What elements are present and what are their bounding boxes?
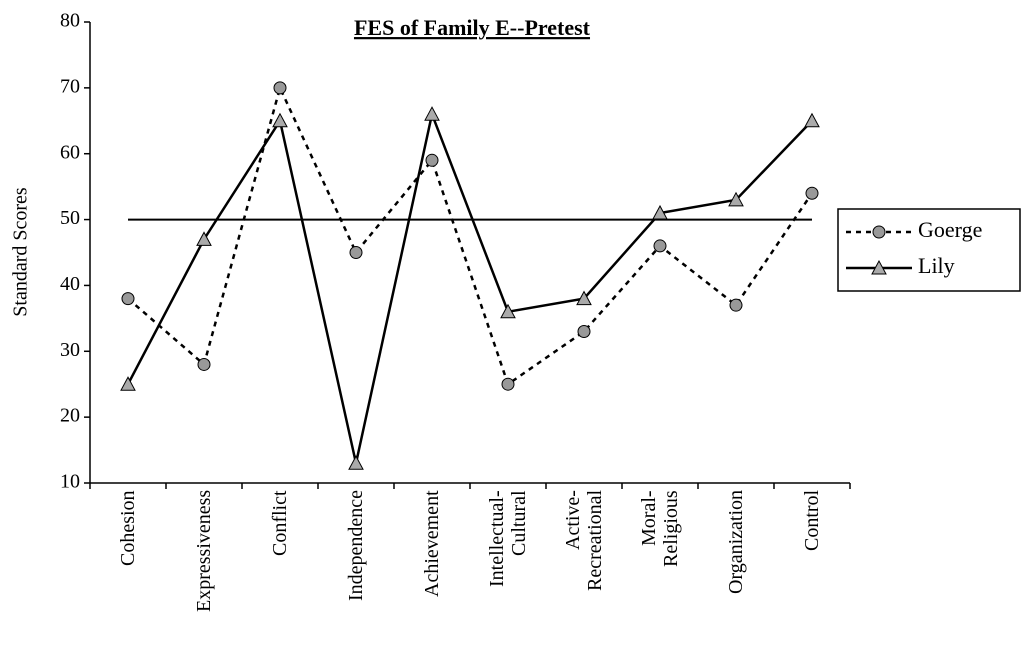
marker [273,81,287,95]
y-tick-label: 60 [60,141,80,163]
x-tick-label: Achievement [421,490,443,597]
x-tick-label: Active- Recreational [562,490,606,592]
legend-marker [872,225,886,239]
marker [425,153,439,167]
y-tick-label: 70 [60,75,80,97]
marker [804,112,820,128]
series-line [126,109,813,464]
marker [120,376,136,391]
marker [728,191,744,207]
marker [121,292,135,306]
marker [577,325,591,339]
x-tick-label: Expressiveness [193,490,215,613]
y-tick-label: 30 [60,339,80,361]
x-tick-label: Moral- Religious [638,490,682,567]
marker [197,357,211,371]
marker [729,298,743,312]
marker [348,455,364,470]
y-tick-label: 50 [60,207,80,229]
series-line [127,84,814,387]
x-tick-label: Control [801,490,823,552]
marker [653,239,667,253]
chart-title: FES of Family E--Pretest [354,15,591,40]
marker [501,377,515,391]
marker [500,303,516,319]
y-axis-label: Standard Scores [10,187,32,317]
marker [805,186,819,200]
marker [196,231,212,246]
y-tick-label: 40 [60,273,80,295]
marker [652,204,668,220]
legend-label: Goerge [918,217,982,242]
y-tick-label: 80 [60,10,80,32]
x-tick-label: Cohesion [117,490,139,566]
legend-box [837,208,1021,292]
legend-label: Lily [918,253,955,278]
marker [349,246,363,259]
marker [424,106,440,121]
x-tick-label: Conflict [269,490,291,556]
x-tick-label: Organization [725,490,747,595]
y-tick-label: 20 [60,405,80,427]
marker [576,290,592,306]
x-tick-label: Intellectual- Cultural [486,490,530,587]
marker [272,112,288,128]
x-tick-label: Independence [345,490,367,602]
legend-marker [871,259,887,275]
y-tick-label: 10 [60,471,80,493]
